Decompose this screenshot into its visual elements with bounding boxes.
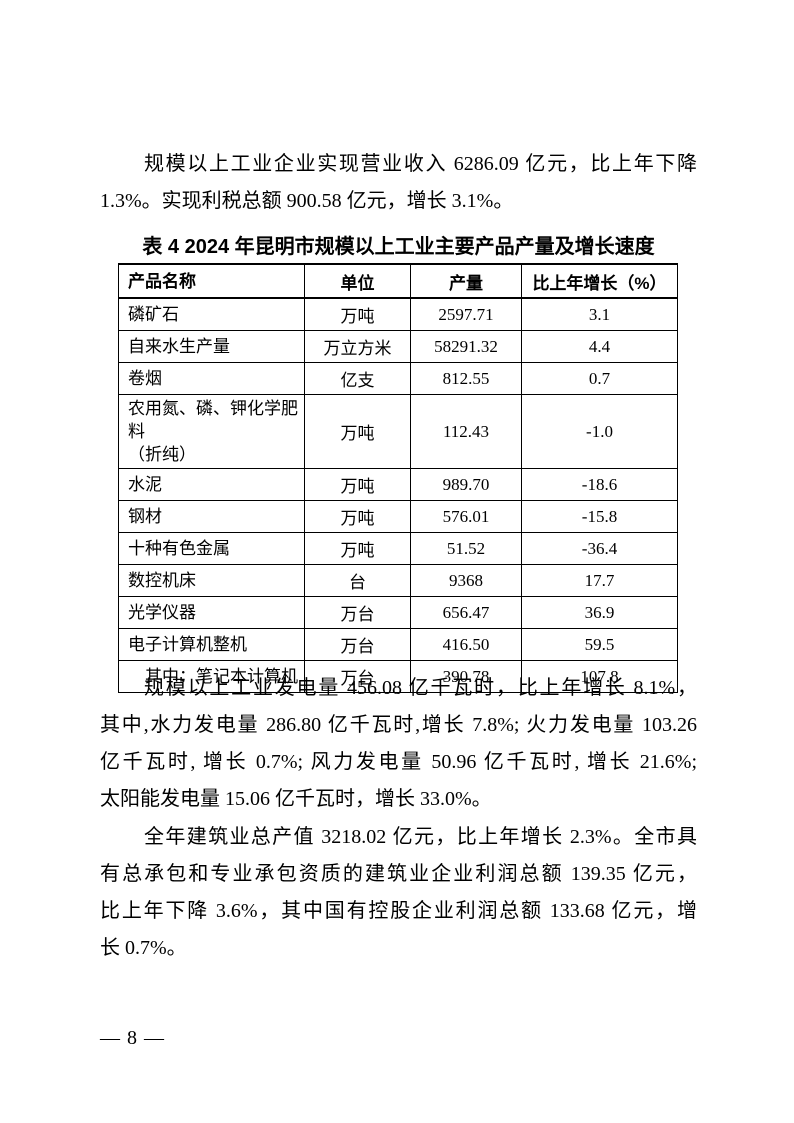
table-title: 表 4 2024 年昆明市规模以上工业主要产品产量及增长速度 [142,236,655,258]
cell-unit: 万吨 [304,394,411,469]
cell-product-name: 其中：笔记本计算机 [118,660,305,693]
cell-product-name: 数控机床 [118,564,305,597]
text-line: 长 0.7%。 [100,937,187,959]
cell-output: 656.47 [410,596,522,629]
cell-product-name: 光学仪器 [118,596,305,629]
cell-unit: 万吨 [304,297,411,331]
page-number: — 8 — [100,1027,165,1049]
col-header-output: 产量 [410,263,522,299]
cell-unit: 万吨 [304,532,411,565]
table-row: 其中：笔记本计算机 万台 390.78 107.8 [118,660,678,693]
cell-growth: 0.7 [521,362,678,395]
cell-unit: 亿支 [304,362,411,395]
text-line: 1.3%。实现利税总额 900.58 亿元，增长 3.1%。 [100,190,514,212]
col-header-growth: 比上年增长（%） [521,263,678,299]
text-line: 规模以上工业发电量 456.08 亿千瓦时，比上年增长 8.1%， [144,677,697,699]
col-header-product-name: 产品名称 [118,263,305,299]
text-line: 比上年下降 3.6%，其中国有控股企业利润总额 133.68 亿元，增 [100,900,697,922]
cell-output: 989.70 [410,468,522,501]
cell-unit: 万吨 [304,500,411,533]
cell-growth: -18.6 [521,468,678,501]
cell-product-name: 水泥 [118,468,305,501]
paragraph-power-generation: 规模以上工业发电量 456.08 亿千瓦时，比上年增长 8.1%， 其中,水力发… [100,670,697,818]
cell-output: 112.43 [410,394,522,469]
text-line: 全年建筑业总产值 3218.02 亿元，比上年增长 2.3%。全市具 [144,826,697,848]
cell-product-name: 农用氮、磷、钾化学肥料 （折纯） [118,394,305,469]
cell-growth: 4.4 [521,330,678,363]
table-row: 水泥 万吨 989.70 -18.6 [118,468,678,501]
cell-output: 576.01 [410,500,522,533]
products-output-table: 产品名称 单位 产量 比上年增长（%） 磷矿石 万吨 2597.71 3.1 自… [118,263,678,693]
cell-product-name: 自来水生产量 [118,330,305,363]
cell-growth: 59.5 [521,628,678,661]
cell-growth: 36.9 [521,596,678,629]
cell-product-name: 电子计算机整机 [118,628,305,661]
cell-unit: 台 [304,564,411,597]
table-row: 十种有色金属 万吨 51.52 -36.4 [118,532,678,565]
table-row: 数控机床 台 9368 17.7 [118,564,678,597]
cell-output: 9368 [410,564,522,597]
paragraph-industrial-revenue: 规模以上工业企业实现营业收入 6286.09 亿元，比上年下降 1.3%。实现利… [100,146,697,220]
cell-unit: 万台 [304,628,411,661]
cell-unit: 万立方米 [304,330,411,363]
cell-output: 2597.71 [410,297,522,331]
cell-product-name: 磷矿石 [118,297,305,331]
text-line: 太阳能发电量 15.06 亿千瓦时，增长 33.0%。 [100,788,492,810]
col-header-unit: 单位 [304,263,411,299]
cell-growth: -15.8 [521,500,678,533]
cell-growth: 17.7 [521,564,678,597]
table-row: 自来水生产量 万立方米 58291.32 4.4 [118,330,678,363]
cell-growth: -36.4 [521,532,678,565]
cell-growth: 3.1 [521,297,678,331]
cell-product-name: 十种有色金属 [118,532,305,565]
cell-output: 51.52 [410,532,522,565]
text-line: 其中,水力发电量 286.80 亿千瓦时,增长 7.8%; 火力发电量 103.… [100,714,697,736]
cell-unit: 万吨 [304,468,411,501]
table-row: 磷矿石 万吨 2597.71 3.1 [118,297,678,331]
table-row: 卷烟 亿支 812.55 0.7 [118,362,678,395]
text-line: 有总承包和专业承包资质的建筑业企业利润总额 139.35 亿元， [100,863,697,885]
table-row: 钢材 万吨 576.01 -15.8 [118,500,678,533]
cell-unit: 万台 [304,660,411,693]
text-line: 亿千瓦时, 增长 0.7%; 风力发电量 50.96 亿千瓦时, 增长 21.6… [100,751,697,773]
table-row: 光学仪器 万台 656.47 36.9 [118,596,678,629]
cell-output: 416.50 [410,628,522,661]
cell-product-name: 卷烟 [118,362,305,395]
cell-growth: -1.0 [521,394,678,469]
table-row: 电子计算机整机 万台 416.50 59.5 [118,628,678,661]
cell-growth: 107.8 [521,660,678,693]
cell-output: 812.55 [410,362,522,395]
cell-unit: 万台 [304,596,411,629]
table-row: 农用氮、磷、钾化学肥料 （折纯） 万吨 112.43 -1.0 [118,394,678,469]
table-header-row: 产品名称 单位 产量 比上年增长（%） [118,263,678,299]
paragraph-construction: 全年建筑业总产值 3218.02 亿元，比上年增长 2.3%。全市具 有总承包和… [100,819,697,967]
cell-product-name: 钢材 [118,500,305,533]
text-line: 规模以上工业企业实现营业收入 6286.09 亿元，比上年下降 [144,153,697,175]
cell-output: 58291.32 [410,330,522,363]
